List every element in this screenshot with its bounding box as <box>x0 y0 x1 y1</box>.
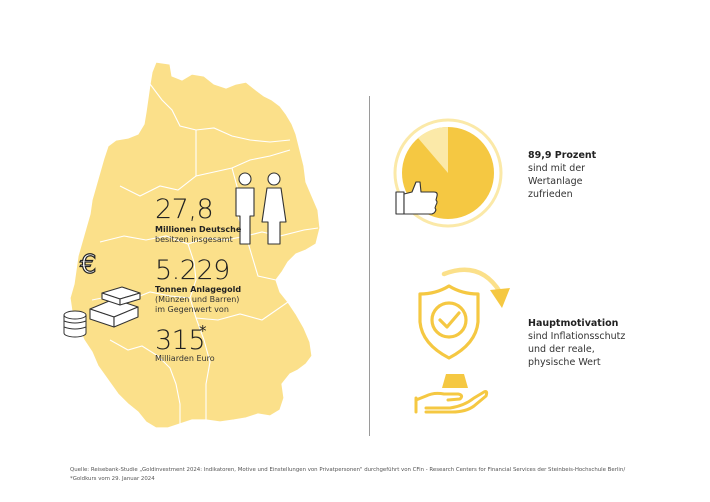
euro-icon: € <box>79 250 97 280</box>
motivation-line2: und der reale, <box>528 344 595 355</box>
footnote-source: Quelle: Reisebank-Studie „Goldinvestment… <box>70 467 626 473</box>
thumbs-up-icon <box>395 181 438 215</box>
germany-map-shape <box>69 61 321 429</box>
motivation-line1: sind Inflationsschutz <box>528 331 626 342</box>
euro-asterisk: * <box>199 322 207 340</box>
vertical-divider <box>369 96 370 436</box>
satisfaction-line3: zufrieden <box>528 189 573 200</box>
people-label-bold: Millionen Deutsche <box>155 225 242 234</box>
coin-stack-icon <box>63 310 87 338</box>
people-label: besitzen insgesamt <box>155 235 233 244</box>
footnote-gold-price: *Goldkurs vom 29. Januar 2024 <box>70 476 155 482</box>
shield-check-icon <box>418 284 480 360</box>
gold-label-bold: Tonnen Anlagegold <box>155 285 242 294</box>
motivation-line3: physische Wert <box>528 357 601 368</box>
euro-label: Milliarden Euro <box>155 354 215 363</box>
gold-bars-icon <box>89 286 141 328</box>
satisfaction-line2: Wertanlage <box>528 176 583 187</box>
person-pair-icon <box>235 172 287 245</box>
euro-value: 315 <box>155 325 206 356</box>
hand-with-bar-icon <box>414 374 489 414</box>
gold-label-line1: (Münzen und Barren) <box>155 295 240 304</box>
motivation-title: Hauptmotivation <box>528 318 619 329</box>
satisfaction-line1: sind mit der <box>528 163 586 174</box>
curved-arrow-icon <box>441 267 510 308</box>
people-count: 27,8 <box>155 194 214 225</box>
gold-tonnes: 5.229 <box>155 255 230 286</box>
gold-label-line2: im Gegenwert von <box>155 305 229 314</box>
satisfaction-title: 89,9 Prozent <box>528 150 597 161</box>
